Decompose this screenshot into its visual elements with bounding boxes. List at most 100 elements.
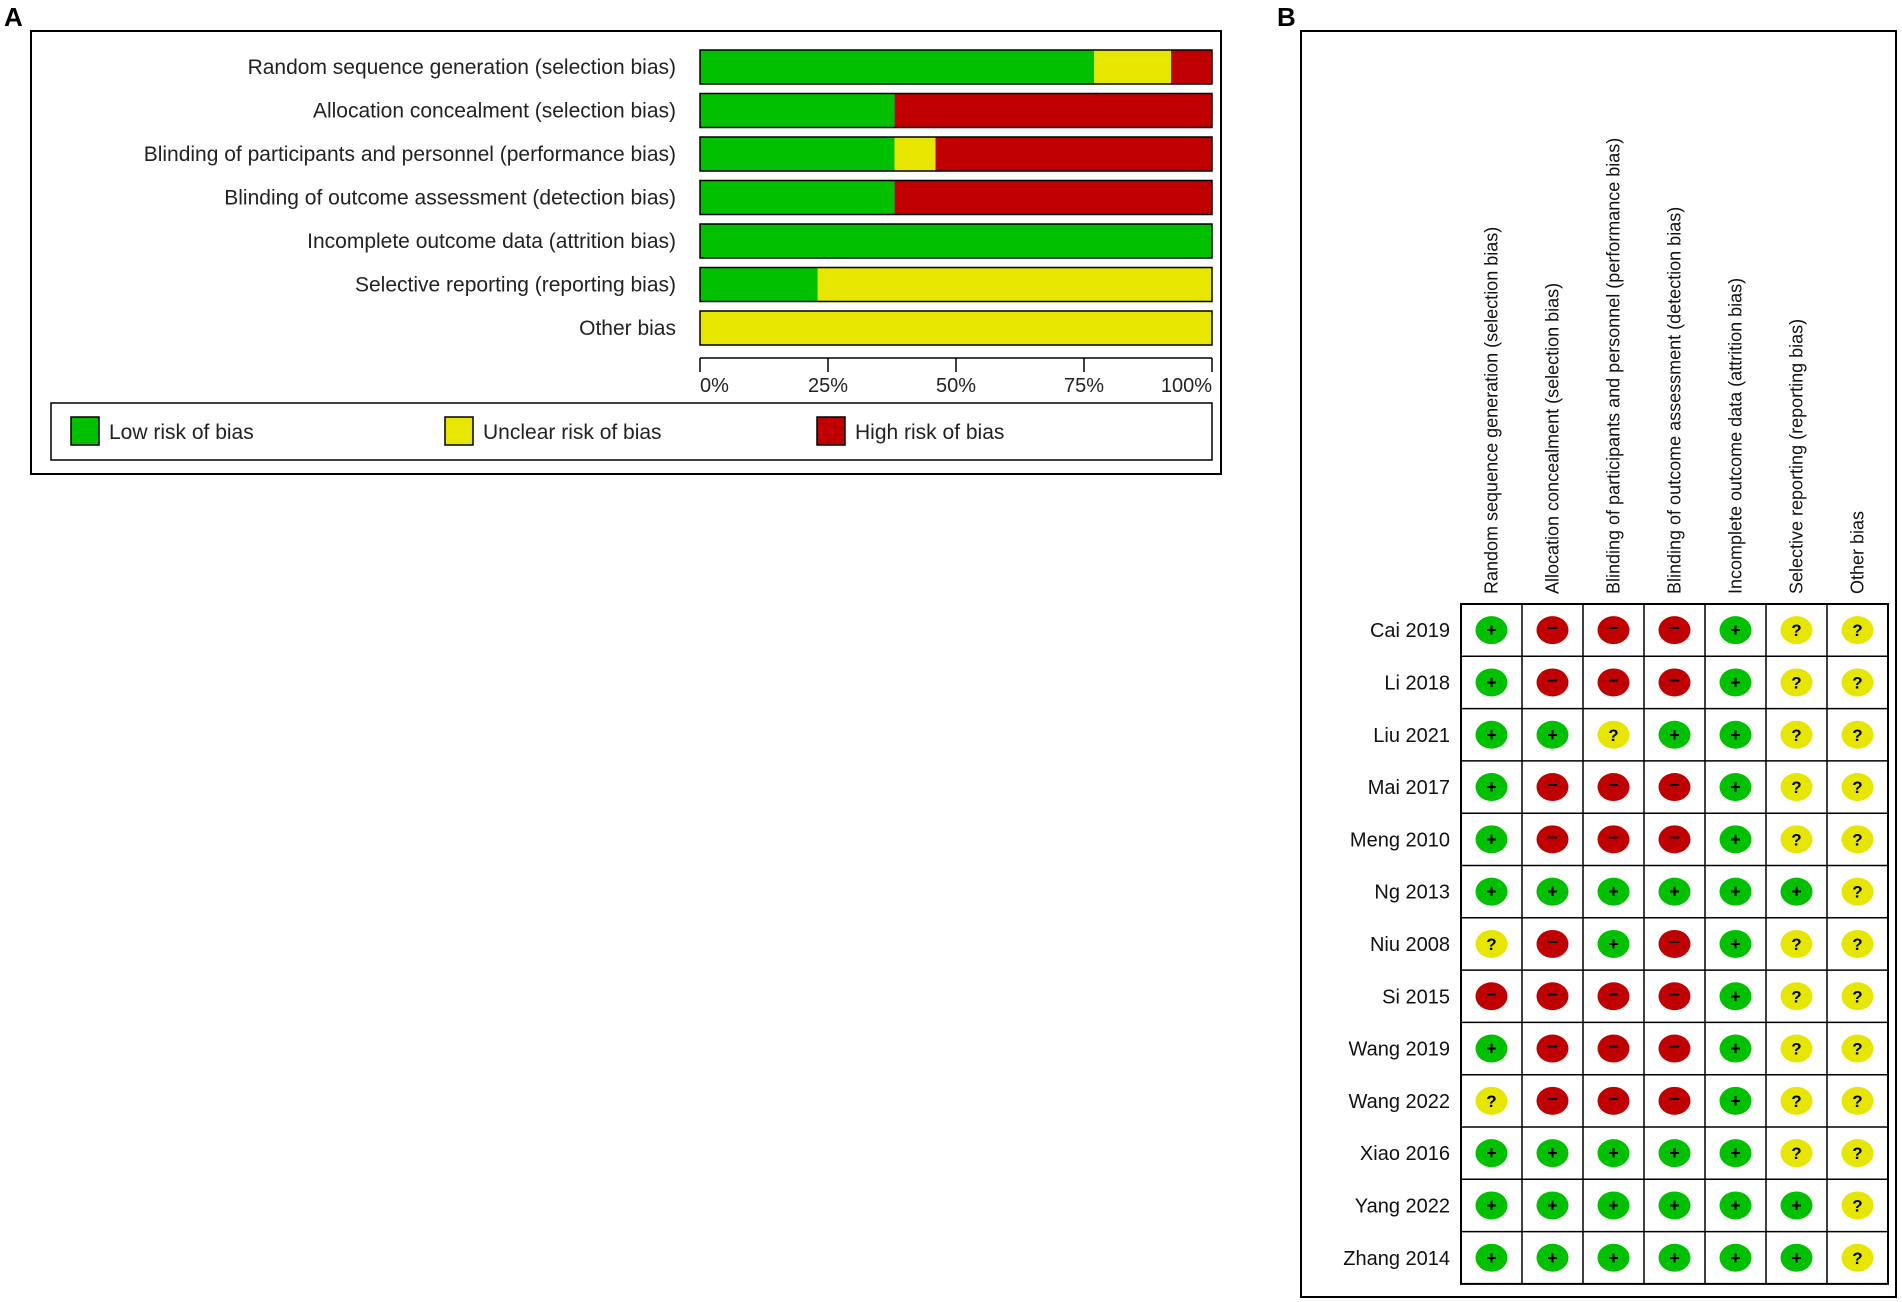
low-risk-icon (1475, 1139, 1508, 1168)
column-header: Other bias (1848, 511, 1868, 594)
bar-segment-low (700, 93, 895, 128)
rating-symbol: + (1730, 1091, 1741, 1111)
unclear-risk-icon (1841, 1139, 1874, 1168)
rating-symbol: ? (1791, 726, 1801, 745)
rating-symbol: + (1486, 725, 1497, 745)
low-risk-icon (1658, 720, 1691, 749)
rating-symbol: + (1608, 1195, 1619, 1215)
rating-symbol: − (1608, 1089, 1619, 1109)
rating-symbol: ? (1791, 830, 1801, 849)
category-label: Blinding of participants and personnel (… (144, 143, 676, 166)
unclear-risk-icon (1841, 773, 1874, 802)
unclear-risk-icon (1841, 1191, 1874, 1220)
high-risk-icon (1597, 668, 1630, 697)
unclear-risk-icon (1780, 773, 1813, 802)
study-label: Wang 2019 (1348, 1039, 1450, 1061)
high-risk-icon (1658, 929, 1691, 958)
bar-segment-low (700, 224, 1212, 258)
low-risk-icon (1475, 877, 1508, 906)
rating-symbol: ? (1791, 1144, 1801, 1163)
bar-segment-unclear (817, 267, 1212, 302)
bar-segment-unclear (700, 311, 1212, 345)
rating-symbol: ? (1791, 935, 1801, 954)
legend-label: High risk of bias (855, 421, 1004, 444)
rating-symbol: + (1608, 934, 1619, 954)
rating-symbol: − (1547, 618, 1558, 638)
x-tick-label: 75% (1064, 375, 1104, 397)
rating-symbol: − (1547, 984, 1558, 1004)
bar-segment-unclear (894, 137, 936, 171)
low-risk-icon (1475, 720, 1508, 749)
low-risk-icon (1780, 877, 1813, 906)
rating-symbol: ? (1852, 883, 1862, 902)
table-grid (1460, 603, 1889, 1285)
rating-symbol: − (1608, 827, 1619, 847)
high-risk-icon (1658, 773, 1691, 802)
high-risk-icon (1658, 825, 1691, 854)
rating-symbol: + (1486, 882, 1497, 902)
bar-segment-low (700, 180, 895, 215)
legend-label: Unclear risk of bias (483, 421, 662, 444)
low-risk-icon (1658, 1139, 1691, 1168)
bar-outline (699, 136, 1213, 172)
unclear-risk-icon (1780, 668, 1813, 697)
legend-label: Low risk of bias (109, 421, 254, 444)
low-risk-icon (1597, 1191, 1630, 1220)
rating-symbol: ? (1852, 1144, 1862, 1163)
study-label: Si 2015 (1382, 986, 1450, 1008)
column-header: Blinding of participants and personnel (… (1604, 138, 1624, 594)
low-risk-icon (1475, 1191, 1508, 1220)
rating-symbol: − (1669, 1037, 1680, 1057)
unclear-risk-icon (1780, 720, 1813, 749)
unclear-risk-icon (1780, 616, 1813, 645)
rating-symbol: + (1608, 1248, 1619, 1268)
rating-symbol: + (1547, 882, 1558, 902)
low-risk-icon (1719, 1243, 1752, 1272)
rating-symbol: ? (1608, 726, 1618, 745)
unclear-risk-icon (1780, 929, 1813, 958)
high-risk-icon (1597, 616, 1630, 645)
rating-symbol: + (1486, 1195, 1497, 1215)
legend-swatch (816, 416, 846, 446)
unclear-risk-icon (1475, 929, 1508, 958)
bar-segment-unclear (1094, 50, 1172, 84)
rating-symbol: ? (1852, 1249, 1862, 1268)
unclear-risk-icon (1780, 982, 1813, 1011)
low-risk-icon (1719, 1139, 1752, 1168)
bar-segment-high (1171, 50, 1212, 84)
low-risk-icon (1597, 1243, 1630, 1272)
rating-symbol: ? (1852, 726, 1862, 745)
low-risk-icon (1658, 1191, 1691, 1220)
rating-symbol: ? (1852, 778, 1862, 797)
rating-symbol: ? (1791, 673, 1801, 692)
unclear-risk-icon (1841, 825, 1874, 854)
rating-symbol: + (1608, 1143, 1619, 1163)
unclear-risk-icon (1841, 1243, 1874, 1272)
rating-symbol: − (1669, 775, 1680, 795)
low-risk-icon (1780, 1191, 1813, 1220)
x-tick-label: 50% (936, 375, 976, 397)
rating-symbol: + (1669, 1195, 1680, 1215)
rating-symbol: + (1730, 620, 1741, 640)
rating-symbol: ? (1791, 1040, 1801, 1059)
rating-symbol: ? (1852, 1040, 1862, 1059)
unclear-risk-icon (1841, 668, 1874, 697)
high-risk-icon (1536, 1086, 1569, 1115)
column-header: Allocation concealment (selection bias) (1543, 283, 1563, 594)
rating-symbol: + (1669, 882, 1680, 902)
bar-outline (699, 49, 1213, 85)
x-tick-label: 25% (808, 375, 848, 397)
low-risk-icon (1475, 825, 1508, 854)
high-risk-icon (1597, 982, 1630, 1011)
rating-symbol: + (1791, 1248, 1802, 1268)
rating-symbol: ? (1852, 1196, 1862, 1215)
rating-symbol: ? (1791, 621, 1801, 640)
rating-symbol: + (1730, 934, 1741, 954)
unclear-risk-icon (1841, 1034, 1874, 1063)
rating-symbol: + (1730, 882, 1741, 902)
low-risk-icon (1475, 773, 1508, 802)
study-label: Yang 2022 (1355, 1195, 1450, 1217)
low-risk-icon (1719, 773, 1752, 802)
low-risk-icon (1475, 1243, 1508, 1272)
